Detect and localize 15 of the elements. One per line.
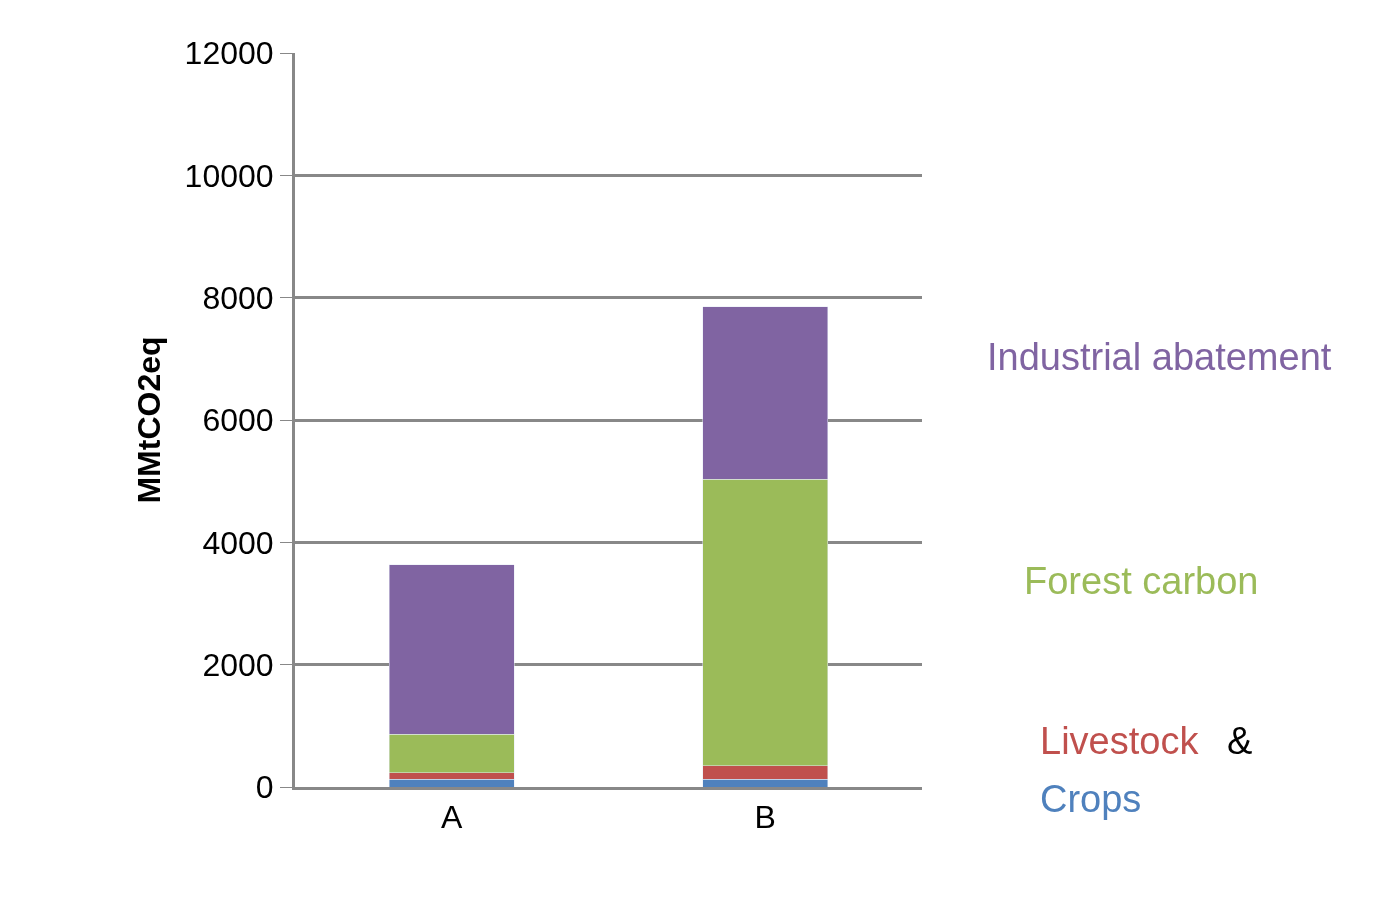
x-tick-label: A bbox=[441, 799, 464, 836]
text: & bbox=[1227, 720, 1253, 762]
text: Forest carbon bbox=[1024, 560, 1259, 602]
text: Industrial abatement bbox=[987, 336, 1332, 378]
y-tick-label: 0 bbox=[255, 769, 274, 806]
y-tick-label: 10000 bbox=[184, 157, 274, 194]
y-tick-label: 8000 bbox=[202, 279, 274, 316]
y-axis-title: MMtCO2eq bbox=[130, 336, 167, 504]
x-tick-label: B bbox=[754, 799, 776, 836]
y-tick-label: 6000 bbox=[202, 402, 274, 439]
y-tick-label: 12000 bbox=[184, 35, 274, 72]
y-tick-label: 4000 bbox=[202, 524, 274, 561]
text: Livestock bbox=[1040, 720, 1200, 762]
y-tick-label: 2000 bbox=[202, 646, 274, 683]
text: Crops bbox=[1040, 778, 1142, 820]
